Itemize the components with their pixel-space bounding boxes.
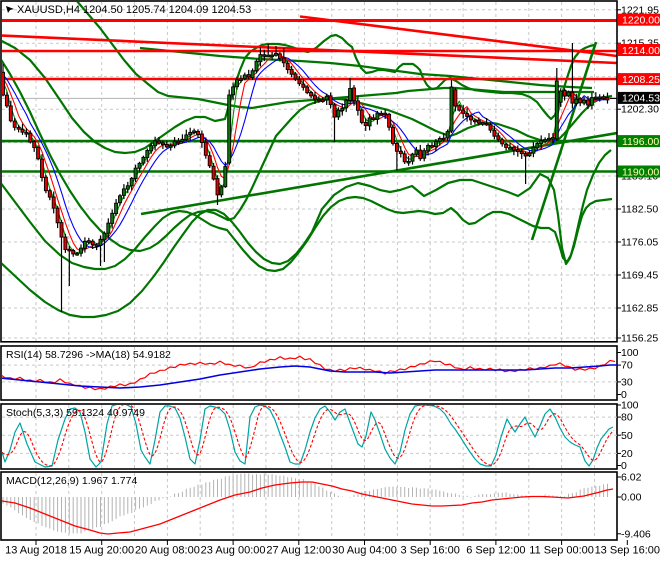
svg-text:80: 80	[621, 412, 633, 424]
svg-text:1162.85: 1162.85	[621, 303, 658, 315]
svg-text:1156.25: 1156.25	[621, 333, 658, 345]
svg-text:3 Sep 16:00: 3 Sep 16:00	[401, 545, 460, 557]
svg-text:-9.406: -9.406	[621, 528, 651, 540]
svg-text:0: 0	[621, 460, 627, 472]
svg-text:1169.45: 1169.45	[621, 270, 658, 282]
svg-text:1221.95: 1221.95	[621, 4, 659, 16]
svg-text:1202.30: 1202.30	[621, 104, 659, 116]
svg-text:27 Aug 12:00: 27 Aug 12:00	[266, 545, 331, 557]
svg-text:1196.00: 1196.00	[622, 136, 659, 148]
svg-text:1182.50: 1182.50	[621, 204, 658, 216]
svg-text:13 Sep 16:00: 13 Sep 16:00	[595, 545, 660, 557]
svg-text:1220.00: 1220.00	[622, 15, 660, 27]
svg-text:13 Aug 2018: 13 Aug 2018	[5, 545, 67, 557]
svg-text:11 Sep 00:00: 11 Sep 00:00	[529, 545, 594, 557]
svg-text:XAUUSD,H4 1204.50 1205.74 1204: XAUUSD,H4 1204.50 1205.74 1204.09 1204.5…	[17, 4, 251, 16]
svg-text:0: 0	[621, 389, 627, 401]
svg-text:20 Aug 08:00: 20 Aug 08:00	[135, 545, 200, 557]
svg-text:100: 100	[621, 347, 639, 359]
svg-text:23 Aug 00:00: 23 Aug 00:00	[201, 545, 266, 557]
svg-text:30 Aug 04:00: 30 Aug 04:00	[332, 545, 397, 557]
svg-text:50: 50	[621, 430, 633, 442]
svg-text:RSI(14) 58.7296 ->MA(18) 54.9: RSI(14) 58.7296 ->MA(18) 54.9182	[6, 349, 171, 361]
svg-text:6 Sep 12:00: 6 Sep 12:00	[466, 545, 525, 557]
svg-text:30: 30	[621, 376, 633, 388]
svg-text:1204.53: 1204.53	[622, 93, 660, 105]
svg-text:100: 100	[621, 400, 639, 412]
svg-text:70: 70	[621, 360, 633, 372]
svg-text:1208.25: 1208.25	[622, 74, 660, 86]
svg-text:1176.05: 1176.05	[621, 237, 658, 249]
svg-text:6.02: 6.02	[621, 472, 642, 484]
svg-text:0.00: 0.00	[621, 492, 642, 504]
svg-text:20: 20	[621, 448, 633, 460]
svg-text:1190.00: 1190.00	[622, 166, 659, 178]
svg-text:Stoch(5,3,3) 59.1324 40.9749: Stoch(5,3,3) 59.1324 40.9749	[6, 407, 145, 419]
svg-text:15 Aug 20:00: 15 Aug 20:00	[69, 545, 134, 557]
svg-text:1214.00: 1214.00	[622, 45, 660, 57]
svg-text:MACD(12,26,9) 1.967 1.774: MACD(12,26,9) 1.967 1.774	[6, 475, 137, 487]
